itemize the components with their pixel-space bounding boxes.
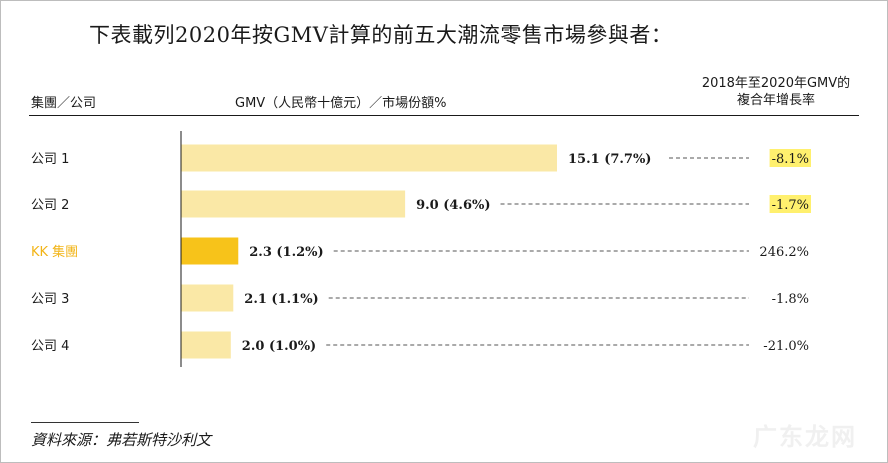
watermark-logo: 广东龙网	[753, 423, 857, 451]
header-rule	[29, 115, 859, 116]
value-label: 2.0 (1.0%)	[242, 339, 316, 354]
category-label: 公司 2	[31, 198, 69, 213]
cagr-value: -1.8%	[772, 292, 809, 307]
bar	[181, 237, 239, 265]
cagr-highlight	[769, 195, 811, 213]
category-label: 公司 1	[31, 152, 69, 167]
group-column-header: 集團／公司	[31, 96, 97, 111]
cagr-value: -8.1%	[772, 152, 809, 167]
cagr-value: -21.0%	[763, 339, 809, 354]
category-label: KK 集團	[31, 244, 78, 260]
source-note: 資料來源：弗若斯特沙利文	[31, 431, 212, 449]
bar	[181, 190, 406, 218]
value-label: 2.1 (1.1%)	[244, 292, 318, 307]
category-label: 公司 3	[31, 292, 69, 307]
bar	[181, 144, 557, 172]
category-label: 公司 4	[31, 339, 69, 354]
cagr-header-line2: 複合年增長率	[736, 93, 815, 108]
source-rule	[31, 422, 139, 423]
bar	[181, 284, 234, 312]
gmv-column-header: GMV（人民幣十億元）／市場份額%	[235, 96, 447, 111]
bar	[181, 331, 231, 359]
cagr-value: -1.7%	[772, 198, 809, 213]
cagr-value: 246.2%	[759, 245, 809, 260]
cagr-column-header: 2018年至2020年GMV的 複合年增長率	[691, 75, 861, 109]
value-label: 2.3 (1.2%)	[249, 245, 323, 260]
value-label: 15.1 (7.7%)	[568, 152, 651, 167]
value-label: 9.0 (4.6%)	[416, 198, 490, 213]
chart-title: 下表載列2020年按GMV計算的前五大潮流零售市場參與者：	[89, 23, 673, 47]
cagr-header-line1: 2018年至2020年GMV的	[701, 76, 851, 91]
cagr-highlight	[769, 149, 811, 167]
